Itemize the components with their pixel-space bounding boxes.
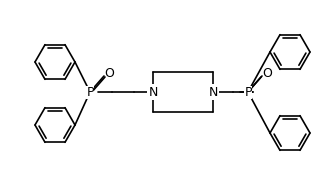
Text: N: N (148, 85, 158, 98)
Text: O: O (262, 66, 272, 80)
Text: P: P (244, 85, 252, 98)
Text: N: N (208, 85, 218, 98)
Text: O: O (104, 66, 114, 80)
Text: P: P (86, 85, 94, 98)
